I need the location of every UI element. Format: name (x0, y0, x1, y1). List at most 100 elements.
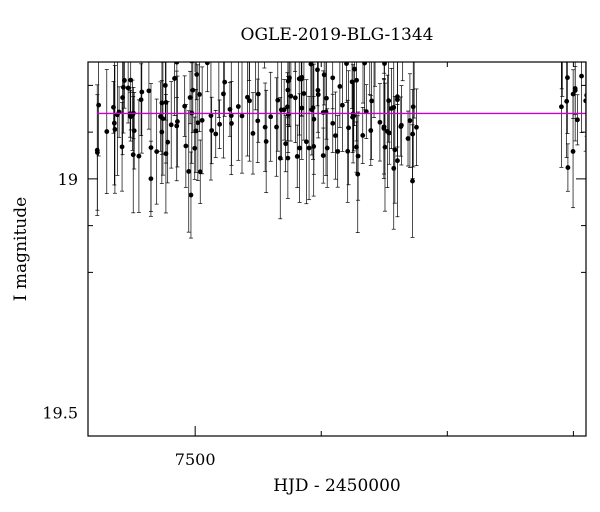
data-point (596, 88, 600, 151)
data-point (262, 82, 268, 172)
y-tick-label: 19 (58, 170, 78, 189)
data-point (175, 75, 180, 168)
data-point (586, 62, 591, 153)
data-point (285, 76, 291, 153)
data-point (372, 62, 377, 118)
data-point (116, 86, 122, 138)
data-point (262, 62, 267, 69)
data-point (160, 62, 166, 176)
data-point (368, 95, 374, 166)
data-point (346, 70, 351, 186)
data-point (579, 62, 584, 133)
data-point (297, 93, 303, 203)
data-point (104, 69, 110, 194)
data-point (138, 63, 144, 137)
data-point (414, 88, 419, 166)
data-point (293, 62, 298, 73)
chart-title: OGLE-2019-BLG-1344 (241, 25, 434, 45)
data-point (324, 108, 330, 188)
data-point (321, 62, 327, 106)
data-point (575, 94, 580, 146)
data-point (182, 75, 188, 137)
data-point (330, 62, 336, 110)
data-point (590, 38, 595, 153)
data-point (94, 94, 100, 211)
data-point (222, 62, 228, 117)
data-point (355, 115, 361, 233)
data-point (324, 62, 329, 140)
data-point (268, 71, 274, 162)
data-point (247, 62, 252, 162)
data-point (139, 62, 145, 154)
data-point (247, 62, 252, 81)
data-point (217, 99, 223, 150)
data-point (565, 143, 571, 192)
data-point (410, 62, 416, 168)
data-point (125, 62, 131, 124)
data-point (595, 84, 600, 141)
data-point (587, 55, 592, 174)
data-point (362, 62, 367, 111)
data-point (285, 72, 290, 142)
x-axis-label: HJD - 2450000 (273, 476, 401, 496)
data-point (294, 124, 300, 189)
data-point (382, 62, 387, 74)
data-point (253, 62, 258, 111)
data-point (315, 62, 320, 107)
y-axis: 18.51919.5 (42, 84, 586, 423)
data-point (373, 62, 378, 87)
data-point (350, 81, 355, 154)
data-point (564, 62, 570, 158)
data-point (154, 98, 160, 205)
data-point (283, 115, 289, 173)
plot-area (94, 38, 600, 239)
data-point (199, 66, 205, 175)
data-point (381, 79, 387, 175)
data-point (188, 151, 194, 239)
data-point (174, 70, 180, 182)
data-point (391, 62, 397, 168)
x-tick-label: 7500 (175, 450, 216, 469)
data-point (229, 81, 234, 166)
y-axis-label: I magnitude (11, 197, 31, 301)
data-point (344, 62, 349, 103)
data-point (337, 62, 343, 128)
data-point (183, 104, 189, 188)
data-point (303, 79, 309, 205)
data-point (384, 74, 390, 188)
data-point (111, 62, 117, 186)
data-point (136, 99, 142, 213)
data-point (204, 62, 210, 93)
data-point (392, 96, 398, 204)
data-point (360, 107, 366, 164)
data-point (245, 62, 250, 157)
data-point (197, 62, 202, 133)
data-point (168, 81, 174, 169)
data-point (194, 62, 200, 101)
data-point (572, 62, 578, 142)
data-point (163, 94, 169, 214)
data-point (315, 62, 321, 139)
data-point (255, 62, 261, 143)
data-point (367, 62, 372, 96)
data-point (148, 83, 154, 212)
data-point (274, 77, 279, 177)
data-point (146, 62, 152, 130)
data-points (94, 38, 600, 239)
data-point (131, 92, 137, 170)
data-point (320, 127, 326, 184)
data-point (308, 62, 314, 110)
data-point (263, 89, 269, 194)
data-point (584, 92, 586, 137)
data-point (250, 92, 256, 175)
data-point (208, 62, 214, 181)
data-point (213, 110, 219, 158)
data-point (405, 110, 411, 167)
data-point (559, 62, 564, 90)
data-point (369, 62, 375, 160)
data-point (595, 95, 600, 164)
data-point (216, 62, 221, 118)
data-point (195, 64, 201, 181)
data-point (120, 62, 125, 156)
data-point (239, 62, 245, 174)
